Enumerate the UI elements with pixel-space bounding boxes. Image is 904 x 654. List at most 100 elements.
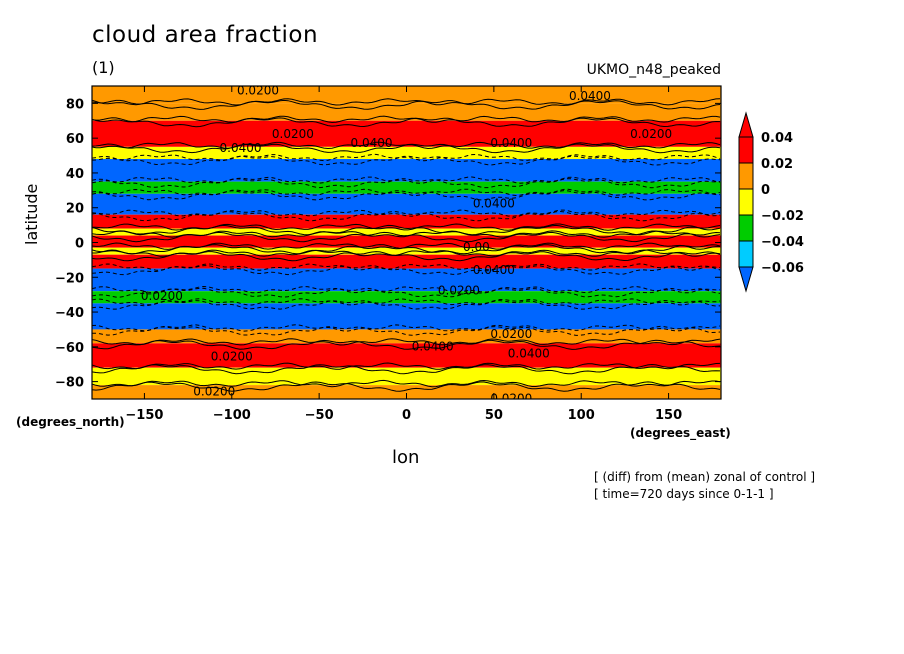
- band-2: [92, 120, 721, 147]
- contour-line: [92, 251, 721, 262]
- band-8: [92, 228, 721, 236]
- contour-label: 0.0400: [220, 141, 262, 155]
- y-tick-label: −40: [55, 306, 84, 321]
- chart-subtitle: (1): [92, 58, 115, 77]
- x-tick-label: −100: [213, 408, 251, 423]
- y-tick-label: 80: [66, 97, 84, 112]
- contour-line: [92, 325, 721, 336]
- contour-line: [92, 210, 721, 222]
- contour-line: [92, 178, 721, 189]
- band-0: [92, 86, 721, 104]
- contour-line: [92, 117, 721, 128]
- contour-line: [92, 153, 721, 162]
- contour-label: 0.0200: [193, 385, 235, 399]
- contour-label: 0.0200: [141, 289, 183, 303]
- contour-label: 0.0400: [569, 89, 611, 103]
- y-tick-label: 20: [66, 202, 84, 217]
- x-tick-label: 0: [402, 408, 411, 423]
- y-tick-label: −80: [55, 376, 84, 391]
- contour-label: 0.0400: [412, 339, 454, 353]
- contour-label: 0.0400: [473, 197, 515, 211]
- y-tick-label: −60: [55, 341, 84, 356]
- band-18: [92, 385, 721, 399]
- contour-line: [92, 209, 721, 217]
- contour-line: [92, 230, 721, 238]
- y-tick-label: −20: [55, 271, 84, 286]
- band-11: [92, 254, 721, 269]
- note-line-2: [ time=720 days since 0-1-1 ]: [594, 487, 774, 501]
- colorbar-segment: [738, 214, 754, 242]
- band-5: [92, 181, 721, 194]
- contour-label: 0.00: [463, 240, 490, 254]
- contour-label: 0.0200: [490, 391, 532, 405]
- colorbar-segment: [738, 188, 754, 216]
- chart-title: cloud area fraction: [92, 22, 319, 48]
- colorbar-segment: [738, 162, 754, 190]
- contour-line: [92, 299, 721, 310]
- contour-label: 0.0200: [490, 327, 532, 341]
- contour-line: [92, 190, 721, 201]
- colorbar-label: 0.04: [761, 131, 793, 146]
- contour-line: [92, 155, 721, 166]
- band-7: [92, 214, 721, 229]
- contour-label: 0.0200: [211, 350, 253, 364]
- band-13: [92, 291, 721, 304]
- contour-label: 0.0200: [272, 127, 314, 141]
- x-tick-label: 50: [485, 408, 503, 423]
- contour-label: 0.0400: [508, 346, 550, 360]
- y-tick-label: 0: [75, 237, 84, 252]
- contour-line: [92, 298, 721, 306]
- band-12: [92, 268, 721, 292]
- contour-line: [92, 141, 721, 150]
- y-tick-label: 60: [66, 132, 84, 147]
- contour-line: [92, 379, 721, 388]
- contour-line: [92, 362, 721, 370]
- x-axis-units: (degrees_east): [630, 426, 731, 440]
- y-tick-label: 40: [66, 167, 84, 182]
- contour-line: [92, 244, 721, 255]
- contour-line: [92, 249, 721, 257]
- contour-label: 0.0200: [630, 127, 672, 141]
- band-16: [92, 343, 721, 368]
- contour-label: 0.0200: [438, 284, 480, 298]
- contour-label: 0.0200: [237, 84, 279, 98]
- y-axis-label: latitude: [22, 183, 41, 245]
- colorbar-label: −0.04: [761, 235, 804, 250]
- colorbar-segment: [738, 240, 754, 268]
- colorbar-extend-top: [738, 111, 754, 138]
- band-10: [92, 247, 721, 255]
- contour-line: [92, 231, 721, 243]
- contour-line: [92, 242, 720, 250]
- contour-line: [92, 223, 721, 231]
- contour-line: [92, 115, 721, 124]
- band-15: [92, 329, 721, 344]
- x-axis-label: lon: [392, 447, 420, 468]
- note-line-1: [ (diff) from (mean) zonal of control ]: [594, 470, 816, 484]
- x-tick-label: −50: [305, 408, 334, 423]
- contour-label: 0.0400: [490, 136, 532, 150]
- y-axis-units: (degrees_north): [16, 415, 125, 429]
- colorbar-segment: [738, 136, 754, 164]
- band-17: [92, 367, 721, 386]
- contour-label: 0.0400: [473, 263, 515, 277]
- contour-line: [92, 381, 721, 392]
- band-4: [92, 159, 721, 182]
- band-1: [92, 103, 721, 121]
- contour-line: [92, 99, 721, 110]
- colorbar-label: 0.02: [761, 157, 793, 172]
- band-9: [92, 235, 721, 248]
- contour-line: [92, 339, 721, 350]
- x-tick-label: 150: [655, 408, 682, 423]
- band-6: [92, 193, 721, 215]
- contour-label: 0.0400: [351, 136, 393, 150]
- colorbar-label: 0: [761, 183, 770, 198]
- contour-line: [92, 224, 721, 236]
- colorbar-label: −0.06: [761, 261, 804, 276]
- contour-line: [92, 176, 721, 184]
- contour-line: [92, 324, 721, 332]
- contour-line: [92, 98, 721, 106]
- colorbar-extend-bottom: [738, 266, 754, 293]
- band-14: [92, 303, 721, 330]
- band-3: [92, 146, 721, 160]
